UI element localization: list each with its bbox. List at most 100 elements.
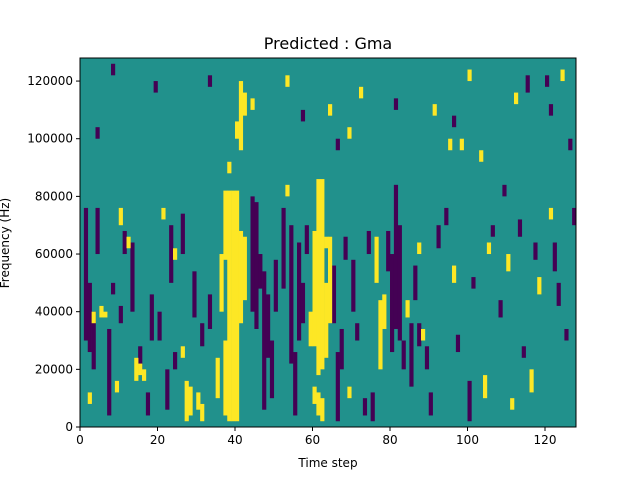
heatmap-cell-low bbox=[355, 323, 360, 341]
heatmap-cell-low bbox=[366, 230, 371, 255]
heatmap-cell-low bbox=[145, 392, 151, 416]
heatmap-cell-high bbox=[467, 69, 472, 82]
heatmap-cell-high bbox=[103, 311, 108, 318]
heatmap-cell-low bbox=[331, 265, 337, 324]
heatmap-cell-high bbox=[238, 230, 244, 324]
heatmap-cell-low bbox=[258, 254, 263, 289]
heatmap-cell-high bbox=[560, 69, 565, 82]
y-tick-label: 80000 bbox=[35, 189, 73, 203]
heatmap-cell-high bbox=[537, 277, 542, 295]
heatmap-cell-high bbox=[173, 248, 178, 260]
y-tick-label: 0 bbox=[65, 420, 73, 434]
heatmap-cell-high bbox=[134, 357, 139, 381]
heatmap-cell-high bbox=[359, 86, 364, 99]
heatmap-cell-high bbox=[142, 369, 147, 381]
heatmap-cell-high bbox=[378, 300, 383, 370]
heatmap-cell-high bbox=[347, 127, 352, 139]
heatmap-cell-high bbox=[285, 184, 290, 197]
heatmap-cell-low bbox=[455, 334, 461, 353]
heatmap-cell-low bbox=[289, 225, 294, 364]
heatmap-cell-high bbox=[459, 138, 464, 151]
heatmap-cell-high bbox=[180, 346, 185, 358]
heatmap-cell-high bbox=[328, 236, 333, 324]
heatmap-cell-low bbox=[266, 294, 271, 358]
heatmap-cell-high bbox=[347, 386, 352, 399]
heatmap-cell-low bbox=[517, 219, 523, 237]
heatmap-cell-low bbox=[545, 75, 550, 87]
heatmap-cell-low bbox=[149, 294, 154, 341]
plot-frame bbox=[79, 57, 577, 428]
y-tick-label: 100000 bbox=[27, 132, 73, 146]
heatmap-cell-high bbox=[250, 98, 255, 110]
heatmap-cell-low bbox=[393, 98, 399, 110]
heatmap-cell-high bbox=[320, 398, 325, 422]
heatmap-cell-low bbox=[207, 75, 213, 87]
heatmap-cell-high bbox=[316, 179, 321, 376]
heatmap-cell-high bbox=[235, 121, 240, 139]
y-tick-label: 40000 bbox=[35, 305, 73, 319]
heatmap-cell-low bbox=[390, 254, 395, 353]
heatmap-cell-low bbox=[111, 63, 116, 76]
y-tick-label: 20000 bbox=[35, 362, 73, 376]
heatmap-cell-high bbox=[223, 340, 228, 416]
heatmap-cell-low bbox=[91, 311, 96, 370]
heatmap-cell-high bbox=[215, 357, 220, 399]
heatmap-cell-high bbox=[374, 236, 379, 283]
heatmap-cell-high bbox=[285, 75, 290, 87]
heatmap-cell-low bbox=[300, 109, 306, 122]
heatmap-cell-high bbox=[227, 161, 232, 174]
heatmap-cell-high bbox=[452, 265, 457, 283]
heatmap-cell-low bbox=[401, 340, 406, 370]
heatmap-cell-low bbox=[436, 225, 441, 249]
heatmap-cell-high bbox=[231, 190, 236, 422]
heatmap-cell-low bbox=[165, 369, 170, 410]
heatmap-cell-low bbox=[180, 213, 185, 255]
heatmap-cell-high bbox=[126, 236, 131, 249]
heatmap-cell-low bbox=[169, 225, 174, 283]
heatmap-cell-high bbox=[417, 242, 422, 255]
heatmap-cell-low bbox=[564, 328, 569, 341]
heatmap-cell-high bbox=[312, 386, 317, 404]
heatmap-cell-high bbox=[91, 311, 96, 324]
x-axis-label: Time step bbox=[297, 456, 357, 470]
heatmap-cell-low bbox=[370, 392, 375, 422]
heatmap-cell-low bbox=[107, 328, 112, 416]
y-axis-label: Frequency (Hz) bbox=[0, 198, 12, 289]
heatmap-cell-low bbox=[467, 380, 472, 422]
heatmap-cell-high bbox=[188, 386, 193, 416]
heatmap-cell-high bbox=[324, 236, 329, 249]
heatmap-cell-low bbox=[304, 225, 309, 255]
heatmap-cell-high bbox=[432, 104, 437, 116]
heatmap-cell-low bbox=[397, 225, 402, 341]
heatmap-cell-high bbox=[548, 207, 554, 220]
heatmap-cell-low bbox=[335, 138, 340, 151]
heatmap-cell-low bbox=[521, 346, 526, 358]
heatmap-cell-low bbox=[200, 323, 205, 347]
y-tick-label: 60000 bbox=[35, 247, 73, 261]
heatmap-cell-low bbox=[297, 242, 302, 341]
heatmap-cell-high bbox=[421, 328, 426, 341]
heatmap-cell-high bbox=[312, 230, 317, 347]
heatmap-cell-high bbox=[448, 138, 453, 151]
heatmap-cell-high bbox=[506, 254, 511, 272]
heatmap-cell-high bbox=[486, 242, 492, 255]
heatmap-cell-high bbox=[138, 363, 143, 376]
x-tick-label: 120 bbox=[534, 433, 557, 447]
heatmap-cell-high bbox=[308, 311, 313, 347]
heatmap-cell-high bbox=[223, 190, 228, 260]
heatmap-cell-low bbox=[548, 104, 554, 116]
heatmap-cell-low bbox=[262, 271, 267, 410]
heatmap-cell-low bbox=[254, 202, 259, 329]
heatmap-cell-low bbox=[533, 242, 538, 260]
heatmap-cell-low bbox=[556, 282, 561, 306]
heatmap-cell-low bbox=[87, 282, 92, 353]
x-tick-label: 20 bbox=[150, 433, 165, 447]
x-tick-label: 80 bbox=[382, 433, 397, 447]
heatmap-cell-high bbox=[99, 305, 104, 318]
heatmap-cell-low bbox=[568, 138, 573, 151]
heatmap-cell-high bbox=[242, 92, 247, 116]
x-tick-label: 60 bbox=[305, 433, 320, 447]
heatmap-cell-high bbox=[382, 294, 387, 329]
heatmap-cell-low bbox=[157, 311, 162, 341]
